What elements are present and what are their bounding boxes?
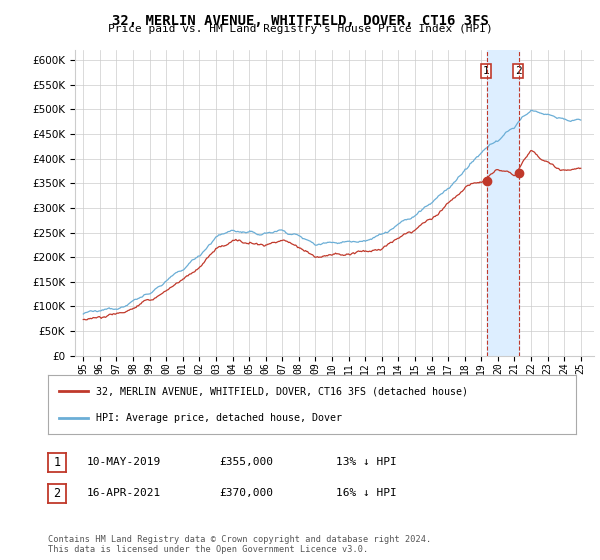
Text: HPI: Average price, detached house, Dover: HPI: Average price, detached house, Dove… — [95, 413, 341, 423]
Text: 32, MERLIN AVENUE, WHITFIELD, DOVER, CT16 3FS (detached house): 32, MERLIN AVENUE, WHITFIELD, DOVER, CT1… — [95, 386, 467, 396]
Text: 32, MERLIN AVENUE, WHITFIELD, DOVER, CT16 3FS: 32, MERLIN AVENUE, WHITFIELD, DOVER, CT1… — [112, 14, 488, 28]
Text: 10-MAY-2019: 10-MAY-2019 — [87, 457, 161, 467]
Text: Contains HM Land Registry data © Crown copyright and database right 2024.
This d: Contains HM Land Registry data © Crown c… — [48, 535, 431, 554]
Text: Price paid vs. HM Land Registry's House Price Index (HPI): Price paid vs. HM Land Registry's House … — [107, 24, 493, 34]
Text: 16-APR-2021: 16-APR-2021 — [87, 488, 161, 498]
Text: 2: 2 — [515, 66, 522, 76]
Text: £370,000: £370,000 — [219, 488, 273, 498]
Bar — [487, 50, 519, 356]
Text: 1: 1 — [53, 456, 61, 469]
Text: 2: 2 — [53, 487, 61, 500]
Text: 16% ↓ HPI: 16% ↓ HPI — [336, 488, 397, 498]
Text: 1: 1 — [483, 66, 490, 76]
Text: 13% ↓ HPI: 13% ↓ HPI — [336, 457, 397, 467]
Text: £355,000: £355,000 — [219, 457, 273, 467]
